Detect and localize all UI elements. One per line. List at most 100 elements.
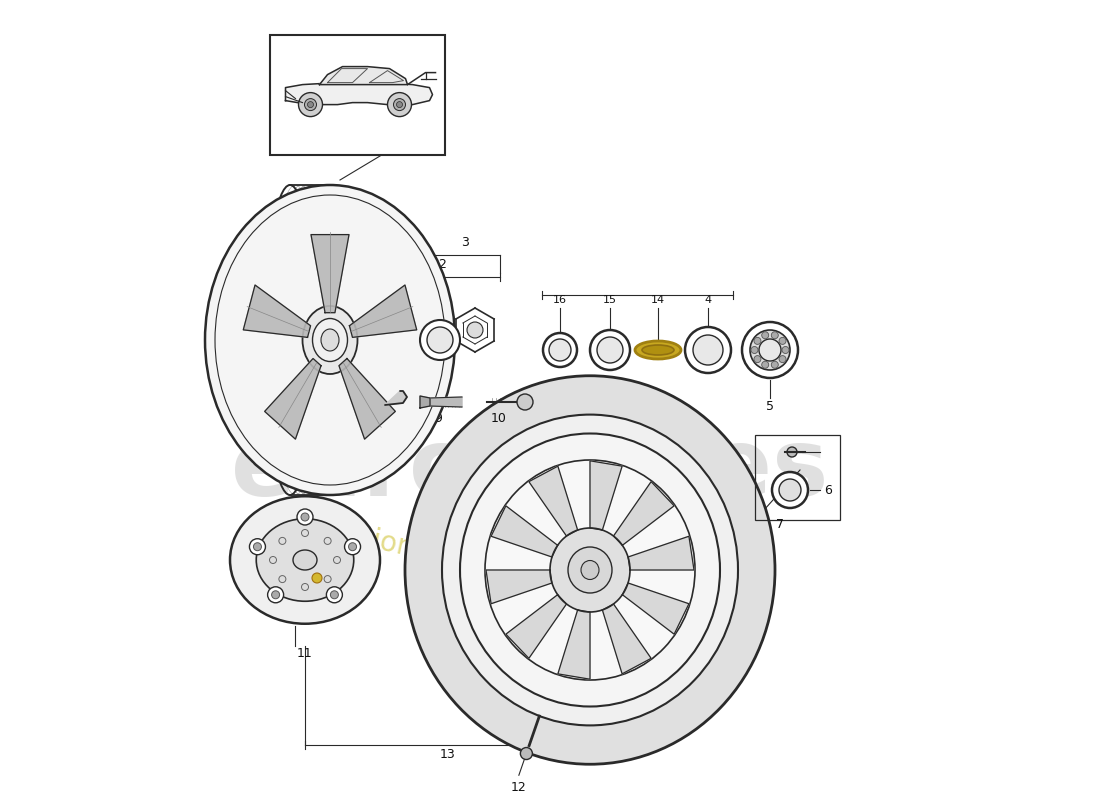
- Ellipse shape: [321, 329, 339, 351]
- Text: 5: 5: [766, 399, 774, 413]
- Circle shape: [761, 362, 769, 368]
- Polygon shape: [628, 536, 694, 570]
- Ellipse shape: [568, 547, 612, 593]
- Text: a passion for parts since 1985: a passion for parts since 1985: [282, 508, 698, 622]
- Ellipse shape: [635, 341, 681, 359]
- Polygon shape: [265, 358, 321, 439]
- Circle shape: [308, 102, 314, 108]
- Circle shape: [771, 362, 779, 368]
- Text: 15: 15: [603, 295, 617, 305]
- Polygon shape: [286, 82, 432, 105]
- Circle shape: [344, 538, 361, 554]
- Ellipse shape: [485, 460, 695, 680]
- Circle shape: [779, 338, 786, 344]
- Text: 4: 4: [704, 295, 712, 305]
- Ellipse shape: [442, 414, 738, 726]
- Ellipse shape: [685, 327, 732, 373]
- Ellipse shape: [750, 330, 790, 370]
- Text: 11: 11: [297, 647, 312, 660]
- Text: 7: 7: [776, 518, 784, 531]
- Ellipse shape: [256, 518, 354, 602]
- Circle shape: [301, 583, 308, 590]
- Text: 8: 8: [386, 414, 394, 427]
- Polygon shape: [506, 594, 566, 658]
- Circle shape: [324, 538, 331, 545]
- Circle shape: [279, 575, 286, 582]
- Circle shape: [387, 93, 411, 117]
- Circle shape: [427, 327, 453, 353]
- Polygon shape: [319, 66, 407, 85]
- Circle shape: [786, 447, 798, 457]
- Circle shape: [396, 102, 403, 108]
- Polygon shape: [486, 570, 552, 604]
- Circle shape: [253, 542, 262, 550]
- Circle shape: [782, 346, 789, 354]
- Text: 2: 2: [438, 258, 446, 271]
- Ellipse shape: [759, 339, 781, 361]
- Circle shape: [272, 590, 279, 598]
- Text: 6: 6: [824, 483, 832, 497]
- Polygon shape: [350, 285, 417, 338]
- Circle shape: [520, 747, 532, 759]
- Polygon shape: [590, 461, 623, 530]
- Circle shape: [754, 338, 761, 344]
- Text: 9: 9: [434, 411, 442, 425]
- Circle shape: [771, 332, 779, 338]
- Circle shape: [761, 332, 769, 338]
- Circle shape: [349, 542, 356, 550]
- Text: 3: 3: [461, 235, 469, 249]
- Ellipse shape: [642, 345, 674, 355]
- Ellipse shape: [460, 434, 720, 706]
- Circle shape: [779, 479, 801, 501]
- Circle shape: [301, 530, 308, 537]
- Polygon shape: [603, 604, 651, 674]
- Polygon shape: [491, 506, 558, 557]
- Polygon shape: [558, 610, 590, 679]
- Polygon shape: [339, 358, 395, 439]
- Circle shape: [779, 356, 786, 362]
- Circle shape: [772, 472, 808, 508]
- Circle shape: [333, 557, 341, 563]
- Circle shape: [394, 98, 406, 110]
- Ellipse shape: [581, 561, 600, 579]
- Circle shape: [305, 98, 317, 110]
- Circle shape: [270, 557, 276, 563]
- Text: 14: 14: [651, 295, 666, 305]
- Polygon shape: [614, 482, 674, 546]
- Ellipse shape: [590, 330, 630, 370]
- Circle shape: [267, 586, 284, 602]
- Circle shape: [517, 394, 534, 410]
- Ellipse shape: [742, 322, 797, 378]
- Circle shape: [751, 346, 758, 354]
- Ellipse shape: [693, 335, 723, 365]
- Circle shape: [312, 573, 322, 583]
- Circle shape: [298, 93, 322, 117]
- Bar: [270, 35, 446, 155]
- Ellipse shape: [550, 528, 630, 612]
- Ellipse shape: [230, 496, 380, 624]
- Text: 13: 13: [440, 749, 455, 762]
- Circle shape: [324, 575, 331, 582]
- Circle shape: [301, 513, 309, 521]
- Ellipse shape: [549, 339, 571, 361]
- Polygon shape: [311, 234, 349, 313]
- Circle shape: [297, 509, 313, 525]
- Text: eurospares: eurospares: [231, 424, 828, 516]
- Bar: [755, 435, 840, 520]
- Circle shape: [420, 320, 460, 360]
- Polygon shape: [385, 391, 407, 405]
- Ellipse shape: [312, 318, 348, 362]
- Circle shape: [468, 322, 483, 338]
- Polygon shape: [243, 285, 310, 338]
- Ellipse shape: [314, 205, 343, 475]
- Text: 1: 1: [390, 138, 399, 152]
- Ellipse shape: [205, 185, 455, 495]
- Ellipse shape: [405, 376, 776, 764]
- Polygon shape: [529, 466, 578, 536]
- Circle shape: [327, 586, 342, 602]
- Ellipse shape: [597, 337, 623, 363]
- Polygon shape: [623, 583, 689, 634]
- Ellipse shape: [293, 550, 317, 570]
- Text: 16: 16: [553, 295, 566, 305]
- Polygon shape: [420, 396, 430, 408]
